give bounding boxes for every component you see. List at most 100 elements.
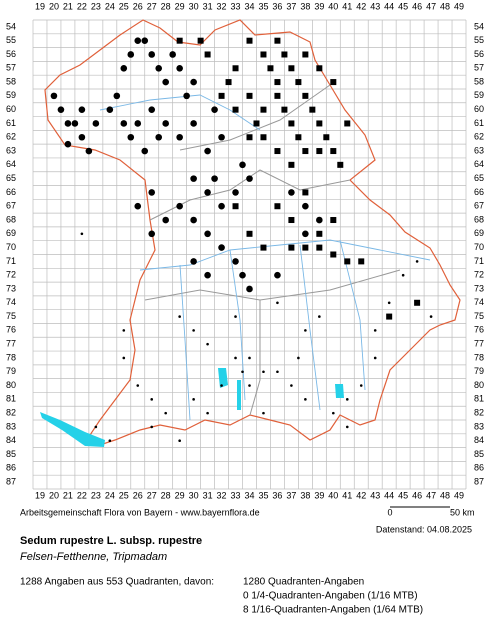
record-square [302,92,309,99]
record-circle [204,271,211,279]
column-label: 38 [300,490,310,500]
record-square [197,37,204,44]
record-square [316,230,323,237]
record-square [246,92,253,99]
row-label: 73 [6,283,16,293]
row-label: 82 [474,408,484,418]
lake [218,368,344,410]
record-dot [150,398,154,401]
record-square [246,230,253,237]
row-label: 74 [474,297,484,307]
record-dot [262,411,265,415]
scale-start: 0 [387,507,392,517]
row-label: 87 [6,476,16,486]
row-label: 77 [474,339,484,349]
dots [50,37,433,443]
record-square [204,51,211,58]
column-label: 29 [175,490,185,500]
column-label: 29 [175,1,185,11]
row-label: 56 [474,49,484,59]
row-label: 84 [474,435,484,445]
record-square [337,161,344,168]
record-circle [92,120,100,127]
column-label: 42 [356,1,366,11]
column-label: 26 [133,490,143,500]
row-label: 57 [474,63,484,73]
column-label: 45 [398,1,408,11]
record-circle [211,175,218,182]
row-label: 82 [6,408,16,418]
record-circle [183,92,190,100]
row-label: 84 [6,435,16,445]
scale-end: 50 km [450,507,475,517]
grid: 19 19 20 20 21 21 22 22 23 23 24 24 25 25 26 26 27 27 28 28… [6,1,484,500]
record-square [232,203,239,210]
column-label: 34 [244,1,254,11]
record-circle [64,120,72,127]
row-label: 67 [6,201,16,211]
row-label: 54 [474,21,484,31]
record-dot [164,411,167,415]
record-dot [206,342,209,346]
row-label: 56 [6,49,16,59]
row-label: 67 [474,201,484,211]
column-label: 34 [244,490,254,500]
column-label: 24 [105,1,115,11]
column-label: 41 [342,1,352,11]
row-label: 60 [6,104,16,114]
column-label: 44 [384,490,394,500]
column-label: 33 [231,490,241,500]
row-label: 83 [6,421,16,431]
record-square [260,244,267,251]
column-label: 23 [91,490,101,500]
record-dot [248,384,251,387]
column-label: 36 [272,1,282,11]
row-label: 80 [6,380,16,390]
column-label: 19 [35,490,45,500]
column-label: 35 [258,490,268,500]
column-label: 44 [384,1,394,11]
record-square [274,148,281,155]
row-label: 70 [474,242,484,252]
row-label: 65 [474,173,484,183]
record-square [260,134,267,141]
column-label: 37 [286,1,296,11]
record-square [316,120,323,127]
row-label: 65 [6,173,16,183]
record-circle [113,92,121,100]
record-dot [234,315,237,318]
record-square [267,65,274,72]
record-square [309,106,316,113]
row-label: 71 [6,256,16,266]
record-square [274,203,281,210]
record-circle [64,140,72,148]
record-dot [276,370,279,374]
record-circle [78,106,86,113]
column-label: 28 [161,490,171,500]
record-circle [218,202,225,210]
record-square [218,92,225,99]
row-label: 69 [474,228,484,238]
row-label: 63 [6,145,16,155]
row-label: 60 [474,104,484,114]
row-label: 75 [474,311,484,321]
record-circle [127,133,135,141]
record-dot [318,315,321,318]
column-label: 42 [356,490,366,500]
detail: 8 1/16-Quadranten-Angaben (1/64 MTB) [243,605,423,616]
record-square [246,134,253,141]
record-circle [127,51,135,58]
row-label: 85 [474,449,484,459]
column-label: 38 [300,1,310,11]
row-label: 76 [6,325,16,335]
row-label: 78 [6,352,16,362]
column-label: 40 [328,1,338,11]
row-label: 86 [6,463,16,473]
record-dot [401,273,405,277]
record-square [260,51,267,58]
row-label: 64 [474,159,484,169]
column-label: 27 [147,1,157,11]
row-label: 69 [6,228,16,238]
row-label: 80 [474,380,484,390]
